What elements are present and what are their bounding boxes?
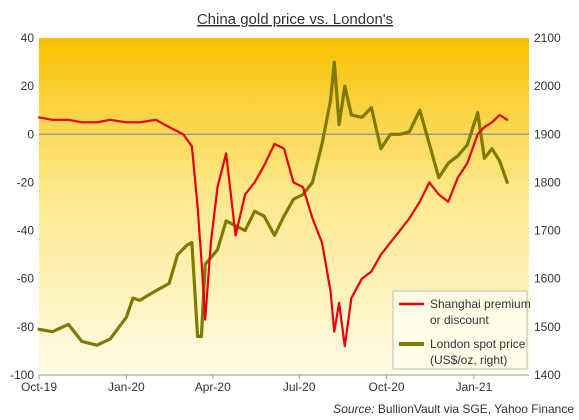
legend-label-london-1: London spot price bbox=[430, 337, 526, 351]
legend-label-london-2: (US$/oz, right) bbox=[430, 353, 507, 367]
x-tick-label: Jul-20 bbox=[283, 380, 316, 394]
y-left-tick-label: -100 bbox=[10, 368, 34, 382]
legend-label-premium-2: or discount bbox=[430, 313, 489, 327]
x-tick-label: Oct-19 bbox=[21, 380, 57, 394]
series-line-shanghai-premium bbox=[37, 113, 509, 348]
y-right-tick-label: 1400 bbox=[534, 368, 561, 382]
y-left-tick-label: -80 bbox=[17, 320, 35, 334]
left-axis: 40 20 0 -20 -40 -60 -80 -100 bbox=[10, 31, 34, 382]
chart-title: China gold price vs. London's bbox=[197, 11, 393, 28]
y-left-tick-label: -40 bbox=[17, 224, 35, 238]
x-axis: Oct-19 Jan-20 Apr-20 Jul-20 Oct-20 Jan-21 bbox=[21, 375, 493, 394]
y-right-tick-label: 1700 bbox=[534, 224, 561, 238]
y-left-tick-label: -60 bbox=[17, 272, 35, 286]
source-note: Source: BullionVault via SGE, Yahoo Fina… bbox=[333, 402, 574, 416]
series-line-london-spot bbox=[37, 60, 509, 347]
x-tick-label: Apr-20 bbox=[195, 380, 231, 394]
y-left-tick-label: 40 bbox=[21, 31, 35, 45]
y-right-tick-label: 1500 bbox=[534, 320, 561, 334]
legend-label-premium-1: Shanghai premium bbox=[430, 297, 531, 311]
y-right-tick-label: 2000 bbox=[534, 79, 561, 93]
x-tick-label: Jan-20 bbox=[108, 380, 145, 394]
y-left-tick-label: -20 bbox=[17, 175, 35, 189]
x-tick-label: Oct-20 bbox=[369, 380, 405, 394]
series-layer bbox=[37, 60, 509, 348]
legend: Shanghai premium or discount London spot… bbox=[392, 290, 531, 370]
x-tick-label: Jan-21 bbox=[456, 380, 493, 394]
y-left-tick-label: 20 bbox=[21, 79, 35, 93]
y-right-tick-label: 1600 bbox=[534, 272, 561, 286]
y-right-tick-label: 1800 bbox=[534, 175, 561, 189]
y-left-tick-label: 0 bbox=[27, 127, 34, 141]
y-right-tick-label: 1900 bbox=[534, 127, 561, 141]
y-right-tick-label: 2100 bbox=[534, 31, 561, 45]
right-axis: 2100 2000 1900 1800 1700 1600 1500 1400 bbox=[534, 31, 561, 382]
